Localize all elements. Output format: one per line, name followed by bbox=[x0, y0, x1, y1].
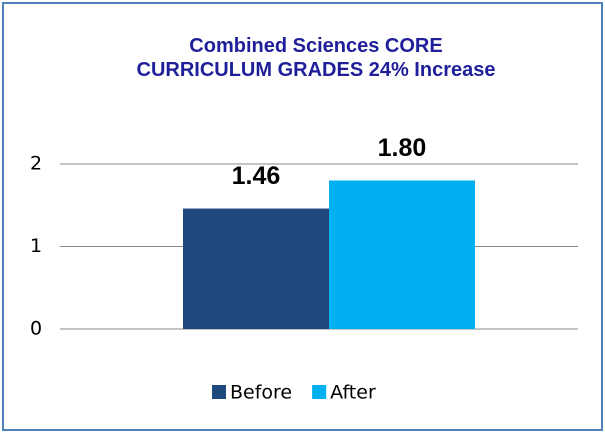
chart-title: Combined Sciences CORE CURRICULUM GRADES… bbox=[136, 35, 496, 81]
y-tick-label: 1 bbox=[30, 235, 42, 257]
bar bbox=[329, 180, 475, 329]
value-label: 1.46 bbox=[232, 162, 281, 190]
y-tick-label: 2 bbox=[30, 153, 42, 175]
legend-label: After bbox=[330, 382, 376, 404]
legend-swatch bbox=[212, 385, 226, 399]
legend-label: Before bbox=[230, 382, 292, 404]
value-label: 1.80 bbox=[378, 134, 427, 162]
y-tick-label: 0 bbox=[30, 318, 42, 340]
legend-swatch bbox=[312, 385, 327, 399]
bar bbox=[183, 208, 329, 329]
